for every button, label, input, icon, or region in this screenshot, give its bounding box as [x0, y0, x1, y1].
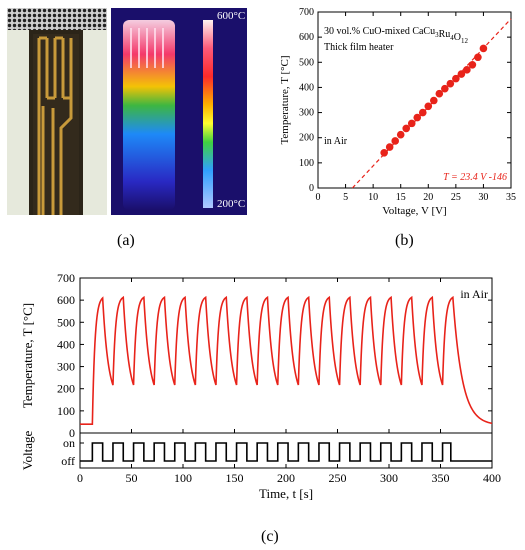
- chart-c-x-tick-label: 150: [226, 471, 244, 485]
- chart-c-voltage-axis-label: Voltage: [20, 431, 35, 471]
- chart-b-data-point: [418, 108, 427, 117]
- chart-b-fit-equation: T = 23.4 V -146: [443, 172, 507, 183]
- chart-b-y-tick-label: 100: [299, 158, 314, 169]
- chart-b-data-point: [479, 44, 488, 53]
- chart-c-y-tick-label: 400: [57, 337, 75, 351]
- chart-c-y-tick-label: 0: [69, 426, 75, 440]
- chart-b-x-axis-label: Voltage, V [V]: [382, 205, 446, 217]
- chart-b-y-tick-label: 400: [299, 82, 314, 93]
- chart-b-y-axis-label: Temperature, T [°C]: [279, 55, 291, 144]
- heater-photo: [7, 8, 107, 215]
- chart-c-voltage-tick-label: on: [63, 436, 75, 450]
- chart-b-data-point: [413, 113, 422, 122]
- chart-c-y-tick-label: 600: [57, 293, 75, 307]
- chart-b-y-tick-label: 700: [299, 7, 314, 18]
- chart-c-x-tick-label: 100: [174, 471, 192, 485]
- chart-b-x-tick-label: 5: [343, 192, 348, 203]
- thermal-scale-min-label: 200°C: [217, 198, 246, 210]
- chart-b-data-point: [380, 149, 388, 157]
- chart-c-x-tick-label: 300: [380, 471, 398, 485]
- chart-b-data-point: [407, 119, 416, 128]
- chart-c: 0 50 100 150 200 250 300 350 400 0 100 200 300 400 500…: [20, 271, 501, 501]
- chart-c-x-tick-label: 50: [126, 471, 138, 485]
- chart-c-x-tick-label: 350: [432, 471, 450, 485]
- chart-c-y-tick-label: 500: [57, 315, 75, 329]
- chart-b-annotation-material: 30 vol.% CuO-mixed CaCu3Ru4O12: [324, 26, 469, 45]
- panel-label-c: (c): [261, 528, 279, 545]
- chart-b-data-point: [430, 96, 438, 105]
- chart-b-data-point: [446, 79, 455, 88]
- chart-b-data-point: [474, 53, 482, 62]
- chart-c-y-tick-label: 700: [57, 271, 75, 285]
- chart-b-y-tick-label: 300: [299, 108, 314, 119]
- chart-c-x-tick-label: 250: [329, 471, 347, 485]
- chart-b-y-tick-label: 200: [299, 133, 314, 144]
- chart-b-x-tick-label: 30: [478, 192, 488, 203]
- chart-c-x-tick-label: 400: [483, 471, 501, 485]
- chart-b-x-tick-label: 25: [451, 192, 461, 203]
- chart-b-y-tick-label: 0: [309, 183, 314, 194]
- chart-c-x-tick-label: 200: [277, 471, 295, 485]
- chart-c-x-axis-label: Time, t [s]: [259, 486, 313, 501]
- chart-b-y-tick-label: 500: [299, 57, 314, 68]
- chart-b-data-point: [385, 143, 394, 151]
- chart-b-annotation-env: in Air: [324, 136, 348, 147]
- chart-c-voltage-frame: [79, 432, 493, 469]
- panel-label-b: (b): [395, 232, 414, 249]
- chart-c-temperature-series: [80, 295, 493, 425]
- chart-b-x-tick-label: 35: [506, 192, 516, 203]
- chart-b-x-tick-label: 0: [316, 192, 321, 203]
- chart-c-y-tick-label: 100: [57, 404, 75, 418]
- thermal-scale-max-label: 600°C: [217, 10, 246, 22]
- chart-b-data-point: [435, 89, 444, 98]
- chart-b-data-point: [468, 61, 477, 69]
- chart-b-data-point: [441, 84, 449, 93]
- chart-b-x-tick-label: 20: [423, 192, 433, 203]
- chart-b-data-point: [463, 66, 471, 74]
- chart-c-voltage-tick-label: off: [61, 454, 75, 468]
- chart-b-data-point: [457, 70, 466, 78]
- chart-b-annotation-heater: Thick film heater: [324, 42, 394, 53]
- chart-c-voltage-series: [80, 442, 492, 462]
- chart-b-y-tick-label: 600: [299, 32, 314, 43]
- chart-b-data-point: [396, 130, 405, 139]
- chart-c-x-tick-label: 0: [77, 471, 83, 485]
- chart-c-y-tick-label: 200: [57, 382, 75, 396]
- chart-c-y-tick-label: 300: [57, 360, 75, 374]
- chart-c-annotation-env: in Air: [460, 287, 488, 301]
- chart-b-x-tick-label: 15: [396, 192, 406, 203]
- chart-c-plot-frame: [79, 277, 493, 434]
- panel-label-a: (a): [117, 232, 135, 249]
- chart-b-plot-frame: [317, 11, 512, 189]
- chart-b: 0 5 10 15 20 25 30 35 0 100 200 300 400 500 600 700 Tem…: [279, 7, 516, 217]
- thermal-image: [111, 8, 247, 215]
- chart-b-data-point: [402, 124, 411, 133]
- chart-b-data-point: [424, 102, 433, 111]
- chart-b-data-point: [391, 137, 399, 145]
- chart-b-data-point: [452, 74, 460, 83]
- chart-c-y-axis-label: Temperature, T [°C]: [20, 303, 35, 408]
- chart-b-x-tick-label: 10: [368, 192, 378, 203]
